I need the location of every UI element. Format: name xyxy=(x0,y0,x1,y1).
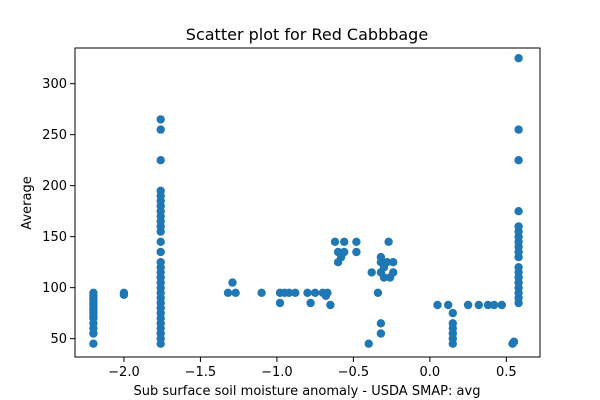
x-axis: −2.0 −1.5 −1.0 −0.5 0.0 0.5 xyxy=(108,357,517,380)
data-point-0-101 xyxy=(509,337,519,346)
data-point-0-88 xyxy=(444,300,453,310)
data-point-0-95 xyxy=(463,300,473,310)
x-tick-label: 0.0 xyxy=(420,365,441,380)
data-point-0-119 xyxy=(514,125,523,134)
y-tick-label: 150 xyxy=(42,230,67,245)
data-point-0-73 xyxy=(367,268,376,277)
data-point-0-116 xyxy=(514,222,523,231)
data-point-0-86 xyxy=(389,258,398,267)
data-point-0-94 xyxy=(448,308,457,318)
y-axis: 50 100 150 200 250 300 xyxy=(42,77,75,347)
data-point-0-76 xyxy=(376,319,386,328)
x-tick-label: −2.0 xyxy=(108,365,140,380)
data-point-0-62 xyxy=(323,288,332,297)
data-point-0-74 xyxy=(373,288,383,297)
data-point-0-97 xyxy=(483,300,493,310)
data-point-0-48 xyxy=(223,288,233,297)
data-point-0-47 xyxy=(156,115,165,124)
data-point-0-79 xyxy=(376,252,386,262)
data-points xyxy=(89,54,523,348)
x-axis-label: Sub surface soil moisture anomaly - USDA… xyxy=(134,384,481,399)
data-point-0-55 xyxy=(284,288,294,297)
data-point-0-52 xyxy=(275,298,285,308)
data-point-0-45 xyxy=(156,156,165,165)
data-point-0-93 xyxy=(448,319,457,328)
chart-title: Scatter plot for Red Cabbbage xyxy=(186,25,428,44)
y-tick-label: 300 xyxy=(42,77,67,92)
y-tick-label: 50 xyxy=(50,332,67,347)
data-point-0-35 xyxy=(156,237,165,246)
data-point-0-56 xyxy=(291,288,300,297)
data-point-0-58 xyxy=(306,298,315,308)
data-point-0-118 xyxy=(514,156,523,165)
data-point-0-14 xyxy=(89,288,98,297)
data-point-0-33 xyxy=(156,258,165,267)
data-point-0-50 xyxy=(231,288,240,297)
data-point-0-120 xyxy=(514,54,523,63)
data-point-0-83 xyxy=(384,237,393,246)
data-point-0-75 xyxy=(376,329,386,338)
data-point-0-71 xyxy=(352,237,361,246)
y-tick-label: 100 xyxy=(42,281,67,296)
data-point-0-96 xyxy=(474,300,483,310)
x-tick-label: −1.0 xyxy=(261,365,293,380)
data-point-0-70 xyxy=(352,247,361,257)
data-point-0-82 xyxy=(382,258,392,267)
data-point-0-63 xyxy=(326,300,335,310)
data-point-0-59 xyxy=(310,288,320,297)
y-axis-label: Average xyxy=(20,176,35,229)
data-point-0-98 xyxy=(489,300,499,310)
data-point-0-117 xyxy=(514,207,523,216)
data-point-0-69 xyxy=(340,247,349,257)
data-point-0-80 xyxy=(379,273,389,282)
data-point-0-34 xyxy=(156,247,165,257)
y-tick-label: 200 xyxy=(42,179,67,194)
y-tick-label: 250 xyxy=(42,128,67,143)
data-point-0-99 xyxy=(497,300,506,310)
data-point-0-16 xyxy=(119,288,129,297)
data-point-0-0 xyxy=(89,339,98,348)
data-point-0-49 xyxy=(228,278,237,287)
plot-frame xyxy=(74,47,541,358)
x-tick-label: −1.5 xyxy=(185,365,217,380)
data-point-0-57 xyxy=(303,288,312,297)
data-point-0-68 xyxy=(340,237,349,246)
data-point-0-109 xyxy=(514,263,523,272)
data-point-0-72 xyxy=(364,339,373,348)
data-point-0-51 xyxy=(257,288,266,297)
x-tick-label: 0.5 xyxy=(496,365,517,380)
data-point-0-85 xyxy=(389,268,398,277)
data-point-0-46 xyxy=(156,125,165,134)
data-point-0-87 xyxy=(433,300,442,310)
data-point-0-44 xyxy=(156,186,165,195)
x-tick-label: −0.5 xyxy=(338,365,370,380)
data-point-0-64 xyxy=(330,237,340,246)
